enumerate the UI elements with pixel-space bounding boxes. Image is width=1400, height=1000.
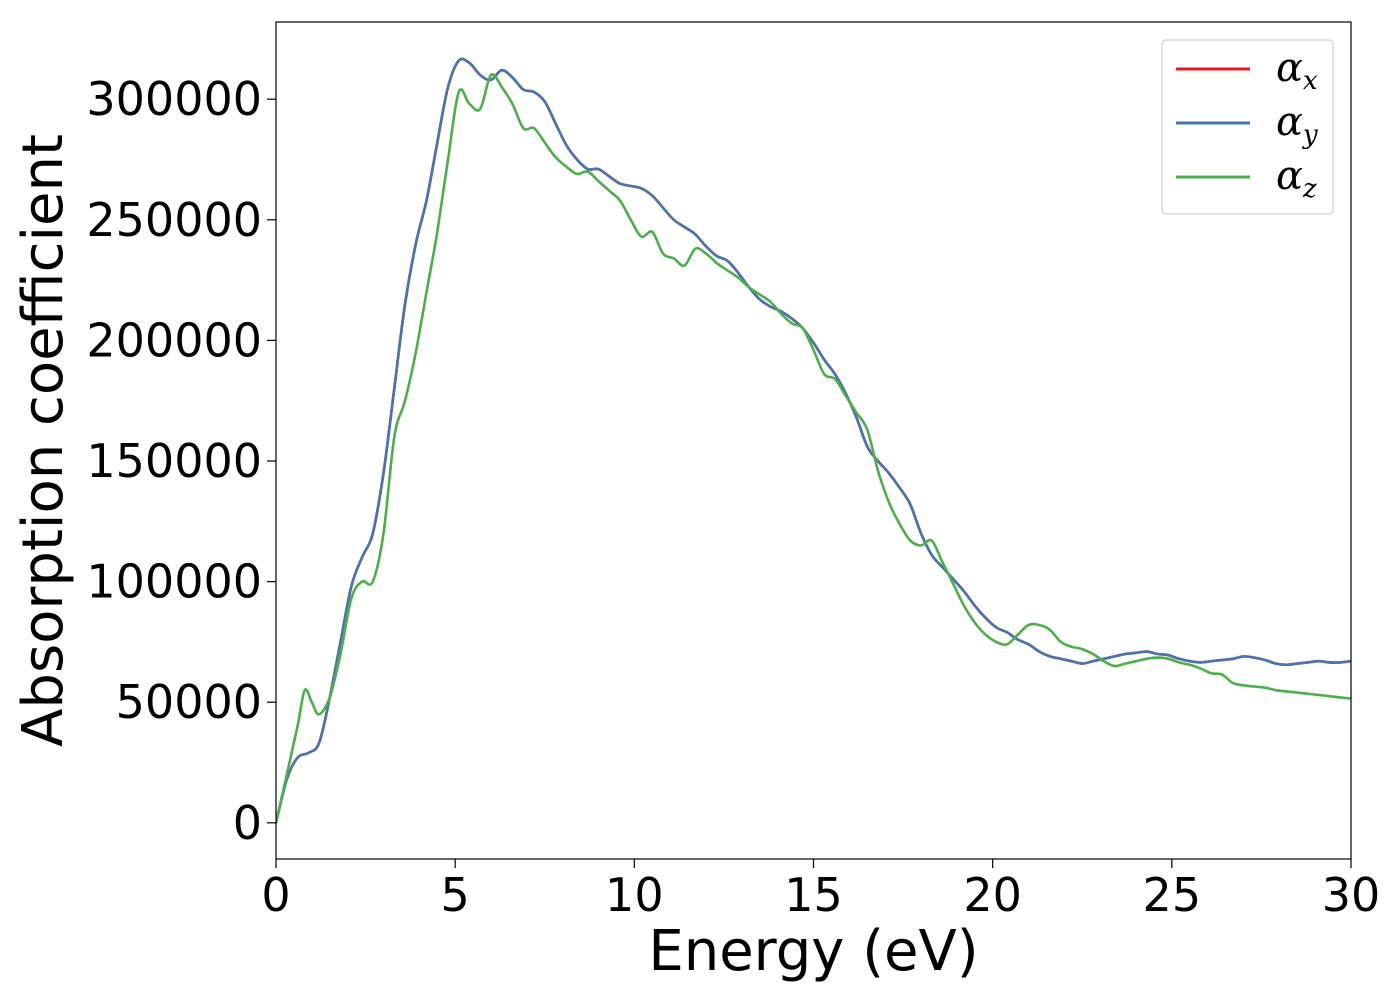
- y-axis: 0 50000 100000 150000 200000 250000 300000: [86, 72, 276, 850]
- x-axis-label: Energy (eV): [648, 919, 978, 984]
- y-tick-label: 200000: [86, 313, 262, 367]
- x-tick-label: 5: [441, 868, 470, 922]
- y-tick-label: 250000: [86, 193, 262, 247]
- series-line-alpha-z: [276, 73, 1351, 825]
- legend-label-alpha-x: αx: [1276, 45, 1318, 96]
- x-axis: 0 5 10 15 20 25 30: [261, 859, 1380, 922]
- legend-box: [1161, 39, 1334, 215]
- legend-label-alpha-z: αz: [1276, 153, 1317, 204]
- y-tick-label: 50000: [116, 675, 262, 729]
- y-tick-label: 300000: [86, 72, 262, 126]
- series-line-alpha-y: [276, 57, 1351, 825]
- x-tick-label: 15: [784, 868, 843, 922]
- y-tick-label: 150000: [86, 434, 262, 488]
- x-tick-label: 30: [1322, 868, 1381, 922]
- x-tick-label: 10: [605, 868, 664, 922]
- y-tick-label: 0: [233, 796, 262, 850]
- legend-label-alpha-y: αy: [1276, 99, 1318, 150]
- x-tick-label: 20: [963, 868, 1022, 922]
- x-tick-label: 0: [261, 868, 290, 922]
- x-tick-label: 25: [1143, 868, 1202, 922]
- y-axis-label: Absorption coefficient: [11, 134, 76, 747]
- y-tick-label: 100000: [86, 555, 262, 609]
- series-layer: [276, 57, 1351, 825]
